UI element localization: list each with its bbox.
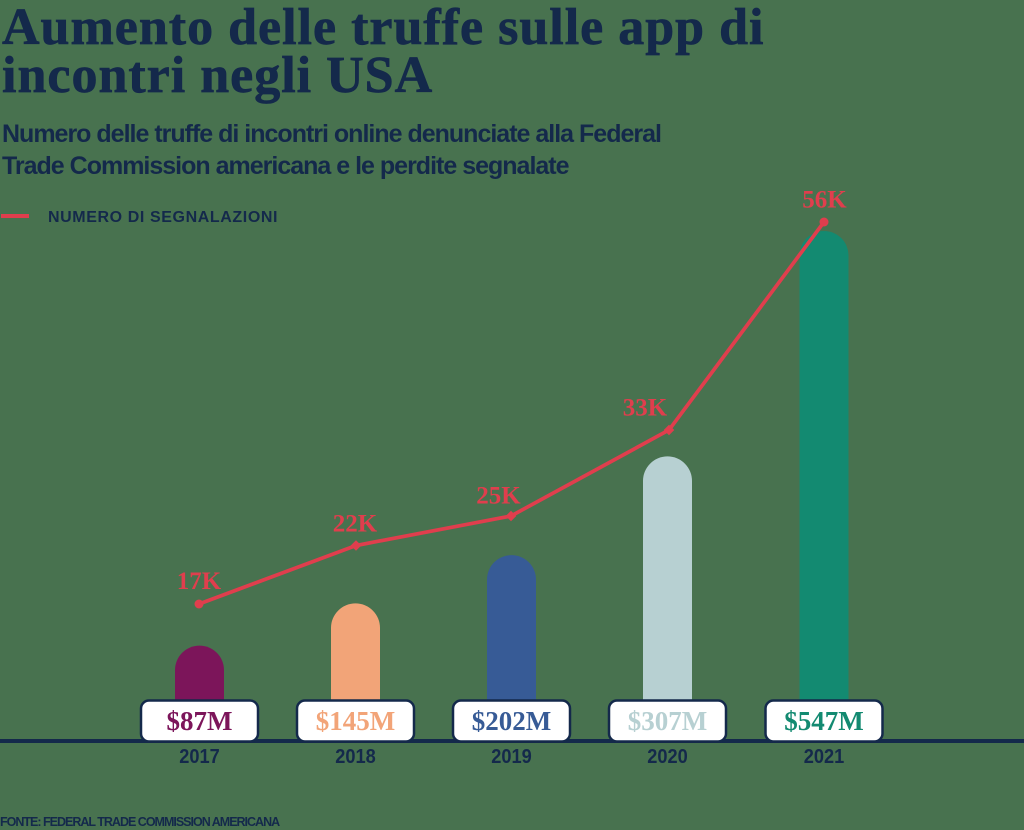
svg-text:$202M: $202M (472, 706, 551, 736)
svg-text:56K: 56K (802, 187, 847, 214)
svg-text:$87M: $87M (167, 706, 233, 736)
svg-text:17K: 17K (177, 568, 222, 595)
svg-text:33K: 33K (623, 395, 668, 422)
svg-text:25K: 25K (476, 483, 521, 510)
svg-text:2021: 2021 (804, 746, 845, 768)
svg-text:2017: 2017 (179, 746, 220, 768)
svg-text:2019: 2019 (491, 746, 532, 768)
svg-text:2018: 2018 (335, 746, 376, 768)
svg-text:22K: 22K (333, 511, 378, 538)
svg-text:$145M: $145M (316, 706, 395, 736)
svg-text:$307M: $307M (628, 706, 707, 736)
svg-text:2020: 2020 (647, 746, 688, 768)
svg-text:$547M: $547M (784, 706, 863, 736)
